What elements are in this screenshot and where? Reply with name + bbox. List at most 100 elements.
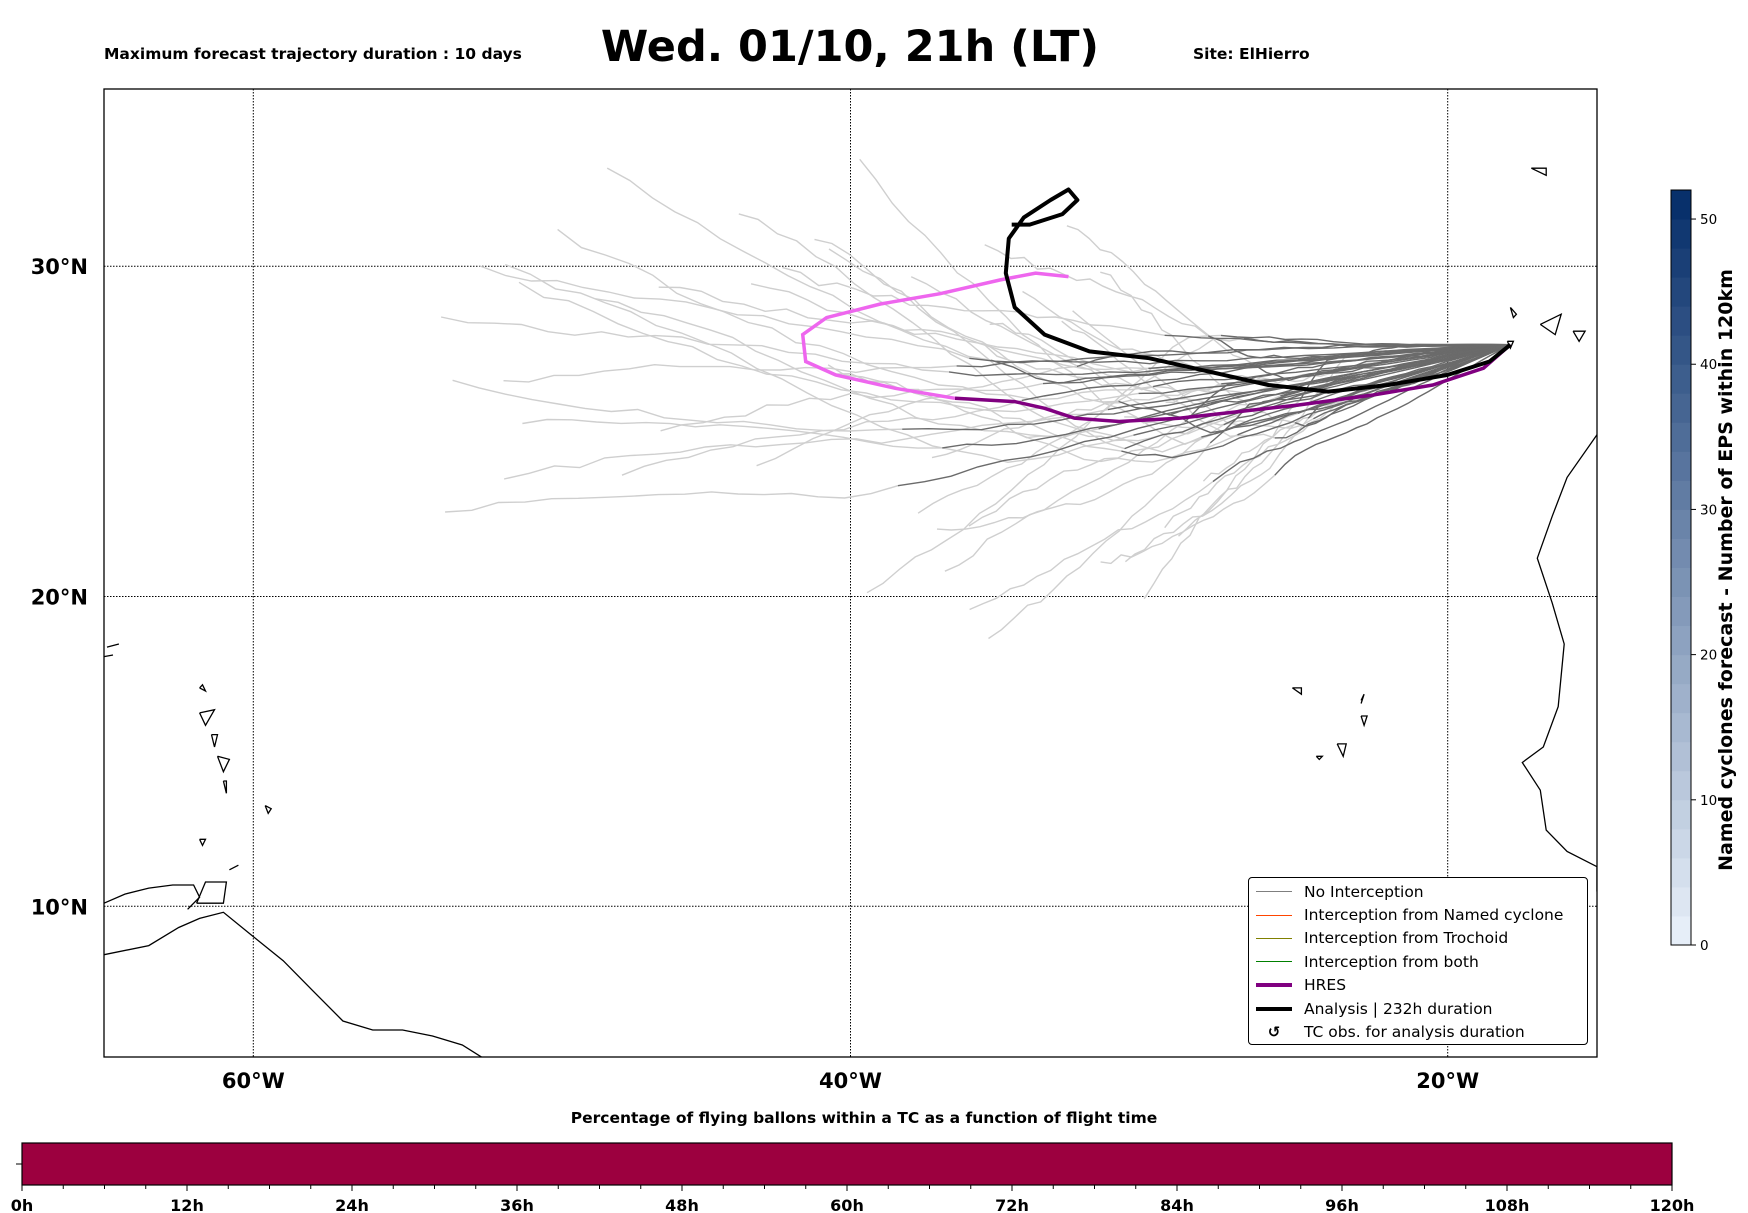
coastline	[222, 780, 228, 794]
map-title: Wed. 01/10, 21h (LT)	[600, 22, 1100, 72]
colorbar-cell	[1671, 625, 1691, 656]
lat-label: 20°N	[31, 586, 88, 610]
timeline-tick-label: 12h	[170, 1196, 204, 1213]
coastline	[1360, 715, 1368, 728]
coastline	[1509, 306, 1518, 319]
colorbar-cell	[1671, 712, 1691, 743]
eps-track-faded	[738, 213, 1125, 450]
legend-swatch-olive	[1256, 937, 1292, 939]
timeline-tick-label: 60h	[830, 1196, 864, 1213]
timeline-tick-label: 96h	[1325, 1196, 1359, 1213]
lat-label: 10°N	[31, 895, 88, 919]
coastline	[264, 805, 273, 815]
colorbar-frame	[1670, 189, 1692, 946]
eps-track	[1380, 344, 1511, 363]
coastline	[229, 864, 239, 871]
colorbar-cell	[1671, 567, 1691, 598]
colorbar-cell	[1671, 828, 1691, 859]
colorbar-tick-label: 50	[1700, 212, 1717, 228]
gridlines	[104, 89, 1597, 1057]
hres-track	[800, 271, 1512, 424]
eps-track	[1307, 344, 1511, 419]
eps-track	[1212, 344, 1511, 483]
eps-track-faded	[944, 421, 1186, 572]
legend-swatch-black	[1256, 1006, 1292, 1011]
hres-track-faded	[800, 271, 1069, 401]
tc-symbol-icon: ↺	[1267, 1023, 1281, 1042]
eps-track	[1121, 344, 1511, 459]
eps-track-faded	[1100, 271, 1296, 424]
colorbar-cell	[1671, 393, 1691, 423]
timeline-tick-label: 24h	[335, 1196, 369, 1213]
latitude-labels: 30°N 20°N 10°N	[31, 255, 88, 919]
eps-track-faded	[968, 395, 1281, 527]
coastline	[1531, 167, 1547, 177]
colorbar-cell	[1671, 277, 1691, 307]
analysis-track	[1003, 187, 1512, 394]
coastline	[216, 755, 231, 774]
legend-swatch-gray	[1256, 891, 1292, 893]
eps-tracks-no-interception	[897, 334, 1511, 487]
colorbar-label: Named cyclones forecast - Number of EPS …	[1715, 269, 1737, 871]
colorbar-cell	[1671, 596, 1691, 627]
eps-track-faded	[595, 298, 1099, 438]
eps-track-faded	[660, 382, 1044, 432]
timeline-fill	[22, 1143, 1672, 1185]
eps-track	[1210, 344, 1511, 404]
coastline	[1292, 687, 1303, 696]
lat-label: 30°N	[31, 255, 88, 279]
colorbar-cell	[1671, 306, 1691, 336]
coastline	[210, 733, 219, 748]
eps-track	[1152, 344, 1511, 388]
legend-item-both: Interception from both	[1249, 950, 1587, 973]
coastline	[104, 911, 483, 1057]
legend-swatch-purple	[1256, 983, 1292, 988]
colorbar-cell	[1671, 857, 1691, 888]
eps-track-faded	[931, 383, 1222, 459]
colorbar-cell	[1671, 741, 1691, 772]
colorbar-tick-label: 0	[1700, 938, 1709, 954]
legend-item-trochoid: Interception from Trochoid	[1249, 927, 1587, 950]
colorbar-cell	[1671, 799, 1691, 830]
lon-label: 60°W	[222, 1069, 285, 1093]
coastline	[199, 708, 216, 727]
legend-item-hres: HRES	[1249, 974, 1587, 997]
colorbar-cell	[1671, 538, 1691, 568]
coastline	[1572, 330, 1587, 343]
colorbar-cell	[1671, 480, 1691, 510]
lon-label: 40°W	[819, 1069, 882, 1093]
eps-track-faded	[557, 228, 1154, 401]
map-frame	[103, 88, 1598, 1058]
coastline	[1615, 311, 1630, 331]
eps-track-faded	[833, 372, 1122, 452]
colorbar: 0 10 20 30 40 50	[1670, 189, 1717, 954]
colorbar-cell	[1671, 451, 1691, 481]
legend-swatch-orange	[1256, 914, 1292, 916]
colorbar-tick-label: 30	[1700, 502, 1717, 518]
eps-track-faded	[936, 424, 1225, 531]
info-max-duration: Maximum forecast trajectory duration : 1…	[104, 45, 522, 64]
eps-track-faded	[782, 266, 1165, 336]
coastline	[196, 881, 228, 904]
longitude-labels: 60°W 40°W 20°W	[222, 1069, 1479, 1093]
eps-track-faded	[1164, 396, 1364, 529]
eps-track-faded	[1124, 417, 1309, 563]
timeline-title: Percentage of flying ballons within a TC…	[570, 1109, 1158, 1127]
legend: No Interception Interception from Named …	[1248, 877, 1588, 1045]
lon-label: 20°W	[1416, 1069, 1479, 1093]
colorbar-cell	[1671, 248, 1691, 278]
colorbar-cell	[1671, 886, 1691, 917]
eps-track-faded	[969, 480, 1214, 611]
legend-item-no-interception: No Interception	[1249, 880, 1587, 903]
info-site: Site: ElHierro	[1193, 45, 1310, 64]
colorbar-tick-label: 10	[1700, 793, 1717, 809]
coastline	[1539, 312, 1563, 336]
legend-swatch-green	[1256, 961, 1292, 963]
eps-track	[1138, 344, 1511, 395]
eps-track-faded	[984, 244, 1209, 337]
coastline	[1360, 693, 1365, 704]
coastline	[199, 838, 207, 847]
colorbar-cell	[1671, 654, 1691, 685]
colorbar-cell	[1671, 770, 1691, 801]
colorbar-cell	[1671, 364, 1691, 394]
